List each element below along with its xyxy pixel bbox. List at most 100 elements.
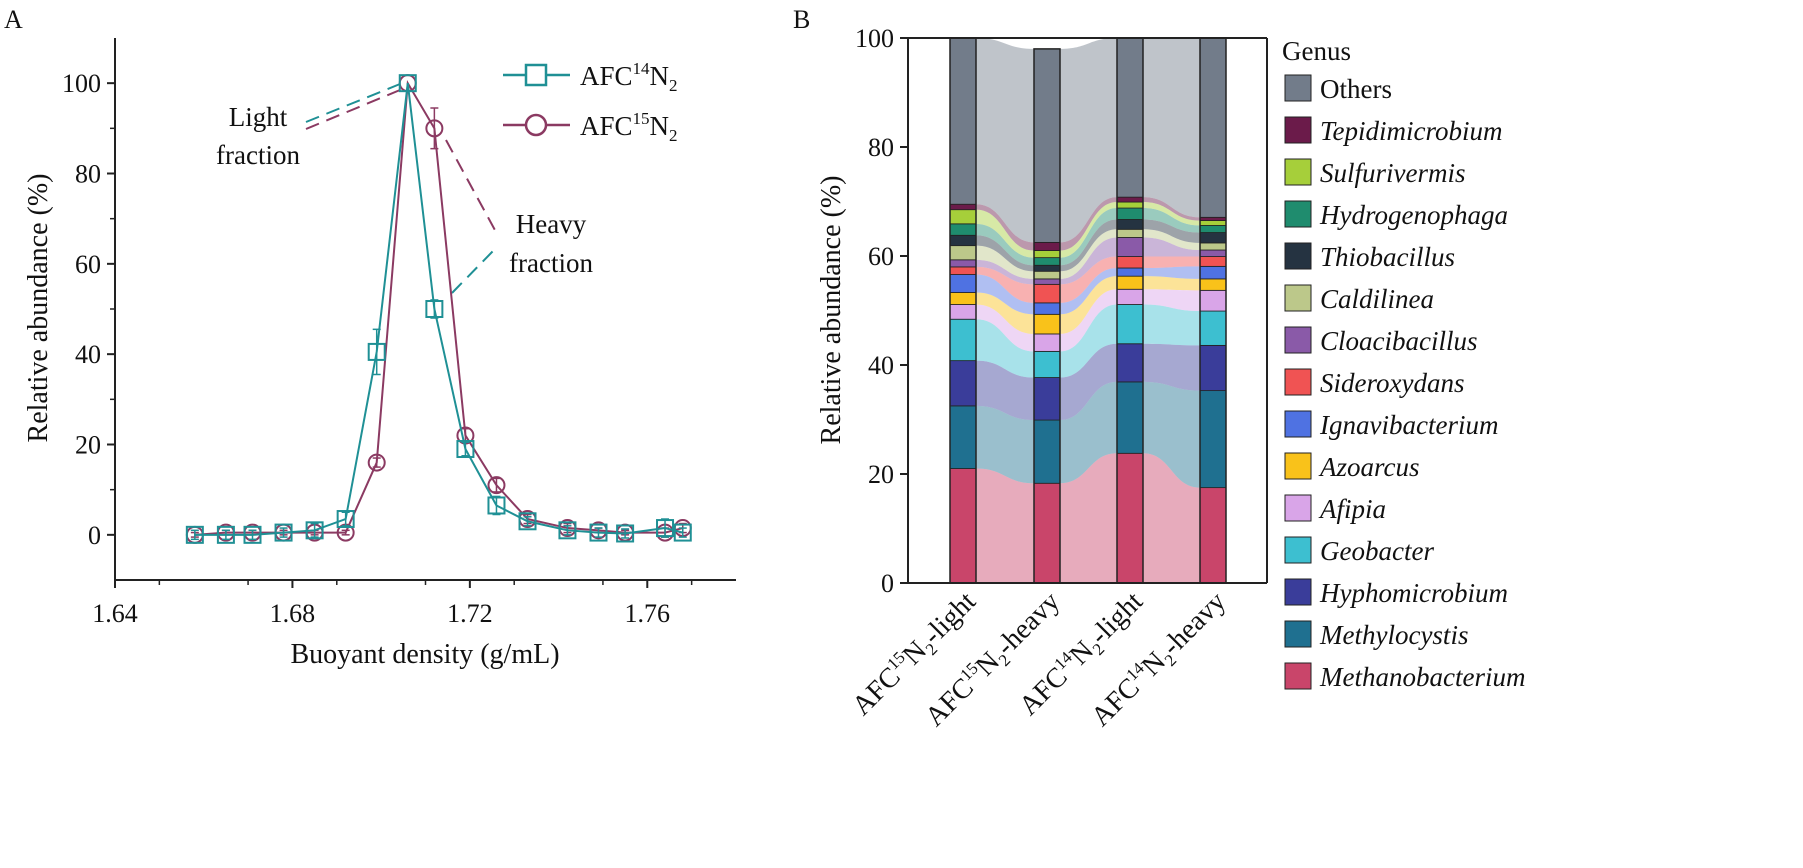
legend-swatch <box>1285 537 1311 563</box>
legend-swatch <box>1285 453 1311 479</box>
legend-label: Hydrogenophaga <box>1319 200 1508 230</box>
bar-segment <box>1200 391 1226 488</box>
bar-segment <box>1034 334 1060 351</box>
light-fraction-label-line2: fraction <box>216 140 300 170</box>
y-tick-label: 0 <box>88 521 101 550</box>
legend-item-afc14n2: AFC14N2 <box>503 59 678 95</box>
bar-segment <box>950 293 976 305</box>
legend-item: Azoarcus <box>1285 452 1420 482</box>
bar-segment <box>950 38 976 204</box>
bar-segment <box>1117 237 1143 256</box>
bar-segment <box>1200 250 1226 257</box>
y-tick-label: 80 <box>75 160 101 189</box>
legend-item: Tepidimicrobium <box>1285 116 1503 146</box>
bar-segment <box>1034 351 1060 377</box>
bar-segment <box>1034 378 1060 421</box>
bar-segment <box>950 305 976 320</box>
legend-swatch <box>1285 327 1311 353</box>
bar-segment <box>1200 311 1226 345</box>
bar-segment <box>1117 197 1143 202</box>
bar-segment <box>1117 38 1143 197</box>
panel-b-y-ticks: 0 20 40 60 80 100 <box>855 24 908 598</box>
bar-segment <box>1034 483 1060 583</box>
legend-label: Sideroxydans <box>1320 368 1464 398</box>
light-fraction-pointer-maroon <box>306 90 400 129</box>
bar-segment <box>1117 382 1143 453</box>
legend-item: Sulfurivermis <box>1285 158 1466 188</box>
panel-a-x-axis-title: Buoyant density (g/mL) <box>290 639 559 670</box>
y-tick-label: 20 <box>868 460 894 489</box>
bar-segment <box>950 210 976 224</box>
legend-label: Afipia <box>1318 494 1386 524</box>
bar-segment <box>950 235 976 245</box>
legend-label: Sulfurivermis <box>1320 158 1466 188</box>
bar-segment <box>1200 225 1226 232</box>
legend-label: Others <box>1320 74 1392 104</box>
legend-afc14-sub: 2 <box>669 76 678 95</box>
panel-b-y-axis-title: Relative abundance (%) <box>816 176 847 445</box>
legend-afc14-mid: N <box>650 61 670 91</box>
bar-segment <box>1034 265 1060 271</box>
bar-segment <box>950 469 976 583</box>
heavy-fraction-label-line2: fraction <box>509 248 593 278</box>
bar-segment <box>1200 38 1226 217</box>
y-tick-label: 100 <box>855 24 894 53</box>
legend-swatch <box>1285 285 1311 311</box>
bar-segment <box>1117 208 1143 219</box>
bar-segment <box>1034 251 1060 258</box>
heavy-fraction-pointer-maroon <box>446 140 496 232</box>
bar-segment <box>1034 49 1060 242</box>
legend-label: Geobacter <box>1320 536 1434 566</box>
bar-segment <box>1200 290 1226 311</box>
bar-segment <box>1034 303 1060 314</box>
figure: A 020406080100 1.64 1.68 1.72 1.76 Relative… <box>0 0 1803 868</box>
y-tick-label: 80 <box>868 133 894 162</box>
y-tick-label: 0 <box>881 569 894 598</box>
legend-item: Thiobacillus <box>1285 242 1455 272</box>
legend-label-afc14n2: AFC14N2 <box>580 59 678 95</box>
panel-b-legend: Others Tepidimicrobium Sulfurivermis Hydrog… <box>1285 74 1525 692</box>
bar-segment <box>1200 266 1226 279</box>
panel-a-legend: AFC14N2 AFC15N2 <box>503 59 678 145</box>
legend-item: Methanobacterium <box>1285 662 1525 692</box>
legend-item-afc15n2: AFC15N2 <box>503 109 678 145</box>
bar-segment <box>1200 243 1226 250</box>
legend-label: Methylocystis <box>1319 620 1468 650</box>
legend-item: Methylocystis <box>1285 620 1468 650</box>
legend-afc15-mid: N <box>650 111 670 141</box>
panel-a-letter: A <box>4 5 23 34</box>
heavy-fraction-label-line1: Heavy <box>516 209 587 239</box>
bar-segment <box>950 361 976 406</box>
bar-segment <box>950 246 976 260</box>
legend-item: Afipia <box>1285 494 1386 524</box>
category-suffix: -heavy <box>1156 586 1232 662</box>
bar-segment <box>1117 276 1143 289</box>
x-tick-label: 1.72 <box>447 599 493 628</box>
legend-item: Others <box>1285 74 1392 104</box>
panel-a-line-chart: A 020406080100 1.64 1.68 1.72 1.76 Relative… <box>4 5 736 670</box>
legend-item: Ignavibacterium <box>1285 410 1498 440</box>
legend-item: Sideroxydans <box>1285 368 1464 398</box>
legend-label: Azoarcus <box>1318 452 1420 482</box>
bar-segment <box>1200 279 1226 290</box>
bar-segment <box>1117 229 1143 237</box>
y-tick-label: 20 <box>75 431 101 460</box>
legend-swatch <box>1285 579 1311 605</box>
legend-afc15-sup: 15 <box>633 109 650 128</box>
legend-afc14-base: AFC <box>580 61 633 91</box>
x-tick-label: 1.76 <box>625 599 671 628</box>
legend-label: Ignavibacterium <box>1319 410 1498 440</box>
panel-b-legend-title: Genus <box>1282 36 1351 66</box>
bar-segment <box>1034 279 1060 284</box>
legend-swatch <box>1285 621 1311 647</box>
legend-label: Tepidimicrobium <box>1320 116 1503 146</box>
bar-segment <box>1117 257 1143 268</box>
legend-afc14-sup: 14 <box>633 59 651 78</box>
legend-swatch <box>1285 201 1311 227</box>
legend-label: Cloacibacillus <box>1320 326 1478 356</box>
legend-item: Caldilinea <box>1285 284 1434 314</box>
legend-label: Caldilinea <box>1320 284 1434 314</box>
light-fraction-label-line1: Light <box>229 102 288 132</box>
bar-segment <box>1034 271 1060 279</box>
bar-segment <box>1034 420 1060 483</box>
